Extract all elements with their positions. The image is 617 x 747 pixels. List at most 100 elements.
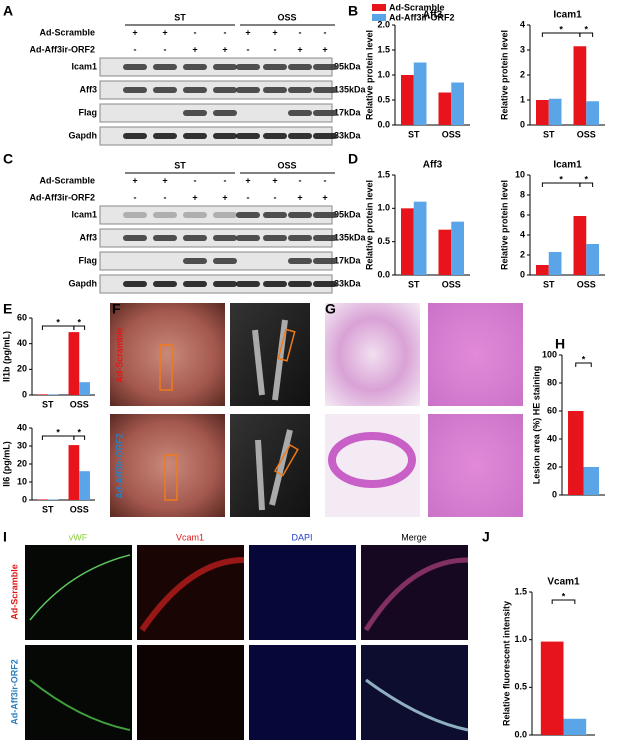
- band: [213, 281, 237, 287]
- band: [263, 133, 287, 139]
- legend-label: Ad-Aff3ir-ORF2: [389, 12, 455, 22]
- bar: [451, 82, 464, 125]
- sig-label: *: [559, 24, 563, 34]
- band-label: Icam1: [71, 61, 97, 71]
- y-axis-label: Relative protein level: [364, 30, 374, 120]
- y-tick-label: 0.5: [377, 94, 390, 104]
- y-tick-label: 1.0: [377, 203, 390, 213]
- y-tick-label: 2: [520, 249, 525, 259]
- bar: [79, 382, 90, 395]
- sign: +: [162, 175, 167, 185]
- sig-label: *: [77, 427, 81, 437]
- band: [313, 110, 337, 116]
- y-tick-label: 20: [17, 364, 27, 374]
- panel-letter: H: [555, 336, 565, 352]
- images: [25, 303, 523, 740]
- bar: [573, 216, 587, 275]
- x-tick-label: ST: [543, 279, 555, 289]
- bar: [536, 100, 549, 125]
- bar: [47, 499, 59, 500]
- band: [288, 87, 312, 93]
- photo: [110, 414, 225, 517]
- sign: +: [245, 175, 250, 185]
- band: [183, 235, 207, 241]
- sign: +: [222, 192, 227, 202]
- sig-label: *: [584, 174, 588, 184]
- signal: [363, 557, 469, 632]
- band: [288, 110, 312, 116]
- vessel: [252, 319, 288, 401]
- band: [313, 258, 337, 264]
- bar: [68, 445, 80, 500]
- band: [313, 235, 337, 241]
- column-label: vWF: [69, 532, 88, 542]
- kda-label: 17kDa: [334, 107, 362, 117]
- panel-letter: A: [3, 3, 13, 19]
- band: [183, 64, 207, 70]
- column-label: DAPI: [291, 532, 312, 542]
- band: [183, 110, 207, 116]
- row-label: Ad-Scramble: [39, 27, 95, 37]
- y-tick-label: 0: [520, 119, 525, 129]
- photo: [428, 414, 523, 517]
- y-tick-label: 3: [520, 44, 525, 54]
- sign: +: [272, 27, 277, 37]
- photo: [230, 303, 310, 406]
- kda-label: 95kDa: [334, 61, 362, 71]
- bar: [413, 201, 427, 275]
- y-tick-label: 30: [17, 440, 27, 450]
- panel-letter: G: [325, 301, 336, 317]
- y-tick-label: 40: [17, 338, 27, 348]
- sig-bracket: [575, 362, 592, 367]
- band: [263, 281, 287, 287]
- band: [153, 133, 177, 139]
- x-tick-label: ST: [42, 399, 54, 409]
- bar: [568, 411, 584, 495]
- legend-label: Ad-Scramble: [389, 2, 445, 12]
- box: [277, 328, 296, 362]
- group-label: OSS: [277, 160, 296, 170]
- x-tick-label: OSS: [70, 399, 89, 409]
- band: [313, 64, 337, 70]
- chart-title: Aff3: [423, 160, 443, 171]
- band: [236, 235, 260, 241]
- y-axis-label: Relative protein level: [499, 30, 509, 120]
- sig-label: *: [56, 427, 60, 437]
- band: [123, 133, 147, 139]
- row-label: Ad-Aff3ir-ORF2: [9, 659, 19, 725]
- signal: [139, 557, 245, 632]
- y-tick-label: 20: [547, 461, 557, 471]
- x-tick-label: ST: [42, 504, 54, 514]
- row-label: Ad-Aff3ir-ORF2: [30, 192, 96, 202]
- y-tick-label: 6: [520, 209, 525, 219]
- y-tick-label: 100: [542, 349, 557, 359]
- box: [159, 344, 173, 391]
- band: [288, 64, 312, 70]
- panel-letter: D: [348, 151, 358, 167]
- y-tick-label: 1.5: [377, 44, 390, 54]
- band: [236, 212, 260, 218]
- band-label: Aff3: [80, 232, 98, 242]
- panel-letter: E: [3, 301, 12, 317]
- kda-label: 33kDa: [334, 278, 362, 288]
- bar: [401, 75, 414, 125]
- chart-title: Icam1: [553, 160, 582, 171]
- bar: [401, 208, 414, 275]
- sign: +: [222, 44, 227, 54]
- band: [213, 133, 237, 139]
- photo: [137, 645, 244, 740]
- y-tick-label: 1.0: [514, 634, 527, 644]
- y-axis-label: Lesion area (%) HE staining: [531, 366, 541, 485]
- signal: [365, 678, 469, 732]
- band: [263, 87, 287, 93]
- y-tick-label: 20: [17, 458, 27, 468]
- sign: +: [245, 27, 250, 37]
- photo: [325, 303, 420, 406]
- sign: +: [192, 44, 197, 54]
- photo: [25, 545, 132, 640]
- y-tick-label: 60: [17, 312, 27, 322]
- y-tick-label: 1.5: [377, 169, 390, 179]
- photo: [325, 414, 420, 517]
- sig-label: *: [584, 24, 588, 34]
